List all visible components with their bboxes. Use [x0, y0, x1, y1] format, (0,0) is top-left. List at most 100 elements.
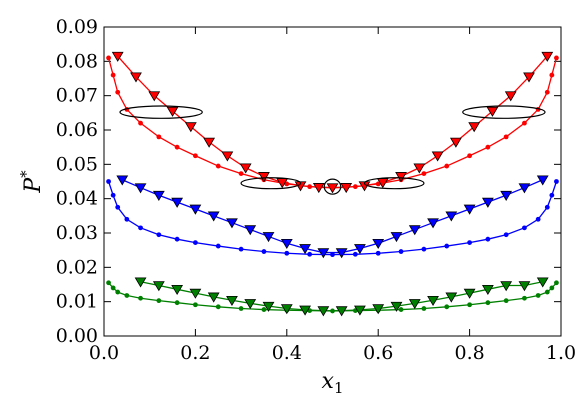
series-6	[134, 277, 549, 317]
annotation-ellipse	[363, 177, 425, 190]
data-point-triangle	[294, 181, 307, 192]
data-point	[444, 243, 450, 249]
data-point	[215, 304, 221, 310]
y-tick-label: 0.04	[56, 188, 98, 210]
x-tick-label: 0.8	[454, 342, 484, 364]
data-point	[174, 300, 180, 306]
data-point	[375, 250, 381, 256]
data-point	[124, 216, 130, 222]
x-tick-label: 0.2	[180, 342, 210, 364]
x-axis-label-sub: 1	[334, 379, 344, 397]
data-point	[421, 306, 427, 311]
data-point-triangle	[134, 183, 147, 194]
data-point	[544, 204, 550, 210]
data-point	[549, 72, 555, 78]
data-point	[549, 192, 555, 198]
data-point	[467, 302, 472, 308]
series-3	[106, 179, 559, 258]
data-point-triangle	[427, 218, 439, 229]
data-point-triangle	[445, 211, 458, 222]
data-point	[522, 225, 527, 231]
data-point	[554, 55, 559, 61]
data-point	[261, 249, 267, 254]
data-point	[554, 280, 559, 286]
y-axis-label-sup: *	[17, 170, 35, 178]
series-1	[106, 55, 559, 191]
data-point-triangle	[481, 285, 494, 296]
data-point	[124, 293, 130, 298]
data-point	[544, 289, 550, 295]
data-point-triangle	[372, 304, 385, 315]
data-point	[110, 192, 116, 198]
data-point-triangle	[468, 122, 481, 133]
data-point-triangle	[317, 248, 330, 259]
y-tick-label: 0.05	[56, 153, 98, 175]
data-point-triangle	[152, 281, 165, 292]
data-point-triangle	[262, 301, 275, 312]
data-point	[193, 240, 198, 246]
data-point-triangle	[500, 281, 513, 292]
data-point-triangle	[335, 306, 348, 317]
data-point	[106, 55, 111, 61]
data-point	[503, 232, 509, 238]
data-point	[554, 179, 559, 184]
data-point	[193, 153, 198, 159]
y-tick-label: 0.06	[56, 119, 98, 141]
data-point-triangle	[207, 292, 220, 303]
data-point-triangle	[221, 151, 234, 162]
data-point	[421, 171, 427, 177]
x-axis-label: x1	[322, 369, 344, 397]
data-point	[238, 246, 244, 252]
data-point-triangle	[244, 299, 257, 310]
data-point-triangle	[481, 197, 494, 208]
data-point	[110, 285, 116, 291]
data-point	[215, 163, 221, 169]
data-point-triangle	[463, 204, 476, 215]
data-point-triangle	[184, 122, 197, 133]
y-tick-label: 0.03	[56, 222, 98, 244]
data-point-triangle	[390, 301, 403, 312]
data-point-triangle	[486, 106, 499, 117]
data-point	[330, 252, 335, 258]
annotation-ellipse	[462, 105, 546, 119]
data-point-triangle	[518, 281, 531, 292]
data-point	[522, 295, 527, 301]
data-point	[106, 179, 111, 184]
data-point-triangle	[335, 248, 348, 259]
data-point-triangle	[340, 183, 353, 194]
data-point	[522, 120, 527, 126]
data-point-triangle	[354, 244, 366, 255]
data-point	[467, 240, 472, 246]
data-point-triangle	[134, 277, 147, 288]
data-point	[398, 307, 404, 312]
data-point-triangle	[395, 172, 407, 183]
data-point-triangle	[280, 239, 293, 250]
data-point-triangle	[116, 175, 129, 186]
data-point	[238, 171, 244, 177]
annotation-ellipse	[240, 177, 302, 190]
data-point-triangle	[358, 181, 371, 192]
data-point	[535, 216, 541, 222]
data-point-triangle	[226, 218, 238, 229]
data-point-triangle	[390, 232, 403, 243]
x-tick-label: 1.0	[546, 342, 576, 364]
data-point-triangle	[536, 277, 549, 288]
data-point	[138, 225, 143, 231]
data-point-triangle	[258, 172, 270, 183]
data-point	[549, 285, 555, 291]
data-point-triangle	[500, 190, 513, 201]
data-point	[284, 250, 290, 256]
x-axis-label-base: x	[322, 369, 335, 394]
data-point	[138, 120, 143, 126]
data-point	[174, 144, 180, 150]
data-point-triangle	[518, 183, 531, 194]
plot-frame	[103, 26, 562, 337]
data-point-triangle	[203, 137, 216, 148]
data-point-triangle	[536, 175, 549, 186]
data-point-triangle	[541, 51, 554, 62]
data-point-triangle	[504, 91, 517, 102]
data-point-triangle	[408, 299, 421, 310]
annotation-layer	[119, 105, 546, 195]
data-point-triangle	[431, 151, 444, 162]
annotation-ellipse	[119, 105, 203, 119]
